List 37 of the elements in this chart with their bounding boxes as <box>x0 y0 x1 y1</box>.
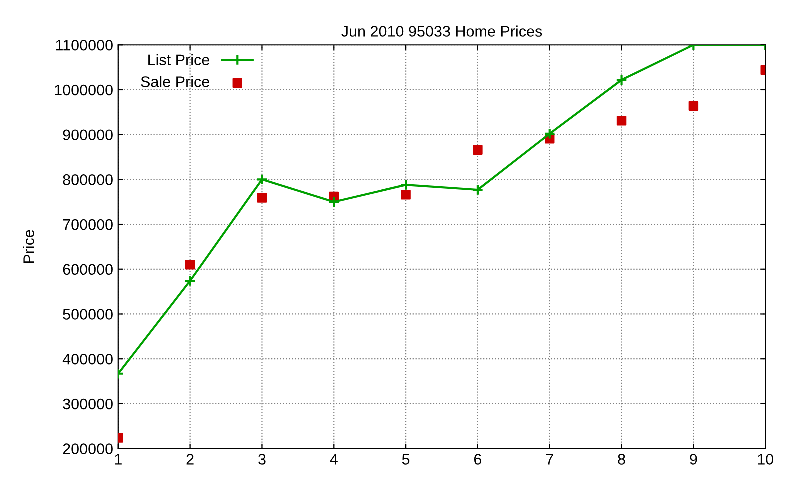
x-tick-label: 5 <box>402 454 410 465</box>
y-tick-label: 400000 <box>62 354 113 365</box>
y-tick-label: 1000000 <box>55 84 113 96</box>
y-axis-title: Price <box>23 230 34 264</box>
point <box>544 128 556 140</box>
legend-label: List Price <box>148 54 210 66</box>
y-tick-label: 300000 <box>63 398 113 410</box>
y-tick-label: 600000 <box>63 264 113 276</box>
point <box>688 101 699 111</box>
y-tick-label: 800000 <box>63 174 113 186</box>
x-tick-label: 7 <box>546 454 554 465</box>
y-tick-label: 500000 <box>63 309 113 320</box>
point <box>472 184 484 196</box>
point <box>184 275 196 287</box>
y-tick-label: 1100000 <box>56 40 113 51</box>
point <box>616 74 628 86</box>
y-tick-label: 200000 <box>63 444 113 454</box>
legend-label: Sale Price <box>141 76 210 88</box>
x-tick-label: 1 <box>115 454 122 465</box>
chart-title: Jun 2010 95033 Home Prices <box>342 26 542 37</box>
x-tick-label: 9 <box>690 454 698 465</box>
x-tick-label: 3 <box>258 454 266 465</box>
x-tick-label: 4 <box>330 454 338 465</box>
x-tick-label: 2 <box>186 454 194 465</box>
point <box>616 116 627 126</box>
y-tick-label: 900000 <box>63 130 113 141</box>
point <box>185 260 196 270</box>
point <box>400 179 412 191</box>
point <box>401 190 411 200</box>
point <box>256 174 268 186</box>
point <box>328 196 340 208</box>
y-tick-label: 700000 <box>63 219 113 230</box>
x-tick-label: 6 <box>474 454 482 465</box>
x-tick-label: 8 <box>618 454 626 465</box>
x-tick-label: 10 <box>758 454 774 465</box>
point <box>257 193 268 203</box>
point <box>473 145 483 155</box>
